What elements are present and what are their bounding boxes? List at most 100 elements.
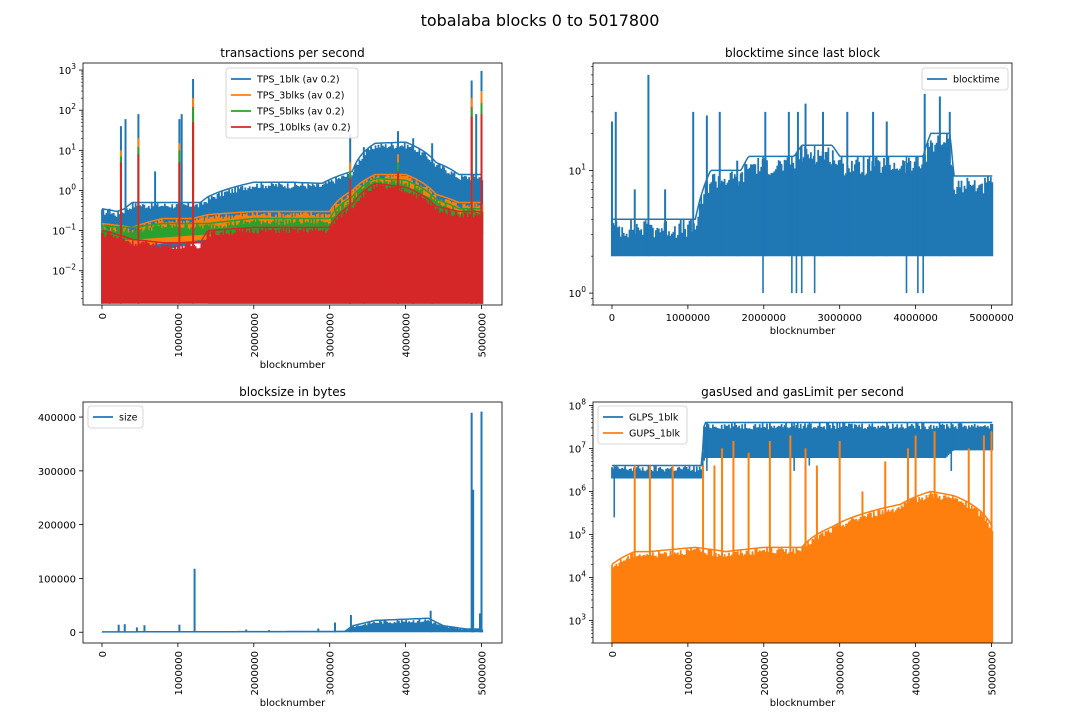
x-tick-label: 2000000	[760, 651, 771, 696]
y-tick-label: 100000	[38, 574, 76, 585]
series-outline	[612, 132, 993, 220]
legend-label: GLPS_1blk	[629, 413, 679, 424]
axes-frame	[592, 62, 1013, 306]
chart-title: blocksize in bytes	[239, 385, 346, 399]
figure-title: tobalaba blocks 0 to 5017800	[421, 11, 660, 30]
legend-label: TPS_5blks (av 0.2)	[256, 107, 344, 118]
x-axis: 0 1000000 2000000 3000000 4000000 5000000	[608, 643, 999, 696]
legend-label: GUPS_1blk	[629, 429, 681, 440]
series-outline	[101, 182, 483, 244]
x-tick-label: 3000000	[326, 313, 337, 358]
chart-gas: gasUsed and gasLimit per second 0 1000000 2…	[568, 385, 1013, 709]
series-4	[101, 114, 484, 304]
series-1	[101, 411, 484, 633]
legend-box	[597, 405, 688, 445]
y-tick-label: 0	[70, 628, 76, 639]
x-tick-label: 1000000	[174, 651, 185, 696]
y-axis: 100 101	[568, 66, 593, 306]
x-tick-label: 2000000	[250, 313, 261, 358]
series-outline	[101, 177, 483, 229]
series-1	[610, 74, 994, 294]
x-tick-label: 3000000	[836, 651, 847, 696]
x-tick-label: 5000000	[988, 651, 999, 696]
x-tick-label: 2000000	[250, 651, 261, 696]
series-body	[101, 619, 484, 633]
legend: blocktime	[921, 67, 1009, 91]
y-tick-label: 400000	[38, 413, 76, 424]
legend-label: size	[119, 413, 138, 424]
y-axis: 10−2 10−1 100 101 102 103	[52, 62, 83, 300]
x-tick-label: 0	[98, 313, 109, 319]
y-tick-label: 10−1	[52, 223, 76, 238]
y-tick-label: 101	[58, 142, 76, 157]
plot-area	[611, 421, 994, 643]
x-tick-label: 1000000	[684, 651, 695, 696]
chart-tps: transactions per second 0 1000000 2000000 30…	[52, 46, 503, 371]
x-tick-label: 3000000	[817, 313, 862, 324]
x-tick-label: 0	[608, 651, 619, 657]
legend-box	[87, 405, 144, 429]
axes-frame	[82, 62, 503, 306]
y-tick-label: 100	[568, 285, 586, 300]
x-axis: 0 1000000 2000000 3000000 4000000 5000000	[609, 305, 1014, 324]
legend: GLPS_1blk GUPS_1blk	[597, 405, 688, 445]
y-tick-label: 107	[568, 440, 586, 455]
x-tick-label: 5000000	[478, 313, 489, 358]
x-tick-label: 2000000	[742, 313, 787, 324]
axes-frame	[592, 401, 1013, 644]
legend-label: TPS_3blks (av 0.2)	[256, 91, 344, 102]
x-tick-label: 5000000	[969, 313, 1014, 324]
y-tick-label: 200000	[38, 521, 76, 532]
x-tick-label: 3000000	[326, 651, 337, 696]
x-tick-label: 4000000	[912, 651, 923, 696]
y-tick-label: 102	[58, 102, 76, 117]
y-tick-label: 108	[568, 397, 586, 412]
legend-box	[225, 67, 359, 139]
y-tick-label: 106	[568, 483, 586, 498]
x-tick-label: 1000000	[174, 313, 185, 358]
legend-label: TPS_10blks (av 0.2)	[256, 123, 351, 134]
series-1	[611, 421, 994, 518]
x-axis-label: blocknumber	[260, 360, 326, 371]
x-axis: 0 1000000 2000000 3000000 4000000 5000000	[98, 643, 489, 696]
x-tick-label: 4000000	[402, 651, 413, 696]
x-tick-label: 5000000	[478, 651, 489, 696]
legend: TPS_1blk (av 0.2) TPS_3blks (av 0.2) TPS_5…	[225, 67, 359, 139]
legend-label: blocktime	[953, 75, 1000, 86]
series-outline	[101, 173, 483, 229]
y-axis: 0 100000 200000 300000 400000	[38, 413, 83, 639]
x-axis-label: blocknumber	[260, 698, 326, 709]
plot-area	[101, 70, 484, 304]
x-tick-label: 4000000	[402, 313, 413, 358]
chart-blocktime: blocktime since last block 0 1000000 200000…	[568, 46, 1013, 337]
series-outline	[612, 421, 993, 467]
y-tick-label: 104	[568, 569, 586, 584]
series-outline	[101, 141, 483, 213]
x-axis-label: blocknumber	[770, 326, 836, 337]
y-tick-label: 100	[58, 182, 76, 197]
axes-frame	[82, 401, 503, 644]
legend-label: TPS_1blk (av 0.2)	[256, 75, 340, 86]
y-tick-label: 300000	[38, 467, 76, 478]
y-tick-label: 103	[58, 62, 76, 77]
x-axis: 0 1000000 2000000 3000000 4000000 5000000	[98, 305, 489, 358]
chart-title: transactions per second	[220, 46, 364, 60]
x-tick-label: 0	[98, 651, 109, 657]
plot-area	[610, 74, 994, 294]
x-tick-label: 4000000	[893, 313, 938, 324]
y-axis: 103 104 105 106 107 108	[568, 397, 593, 644]
x-axis-label: blocknumber	[770, 698, 836, 709]
series-2	[611, 431, 994, 643]
chart-title: blocktime since last block	[725, 46, 880, 60]
legend-box	[921, 67, 1009, 91]
x-tick-label: 0	[609, 313, 615, 324]
legend: size	[87, 405, 144, 429]
x-tick-label: 1000000	[666, 313, 711, 324]
series-outline	[611, 490, 993, 566]
chart-title: gasUsed and gasLimit per second	[701, 385, 904, 399]
plot-area	[101, 411, 484, 633]
series-outline	[102, 617, 483, 633]
y-tick-label: 101	[568, 162, 586, 177]
